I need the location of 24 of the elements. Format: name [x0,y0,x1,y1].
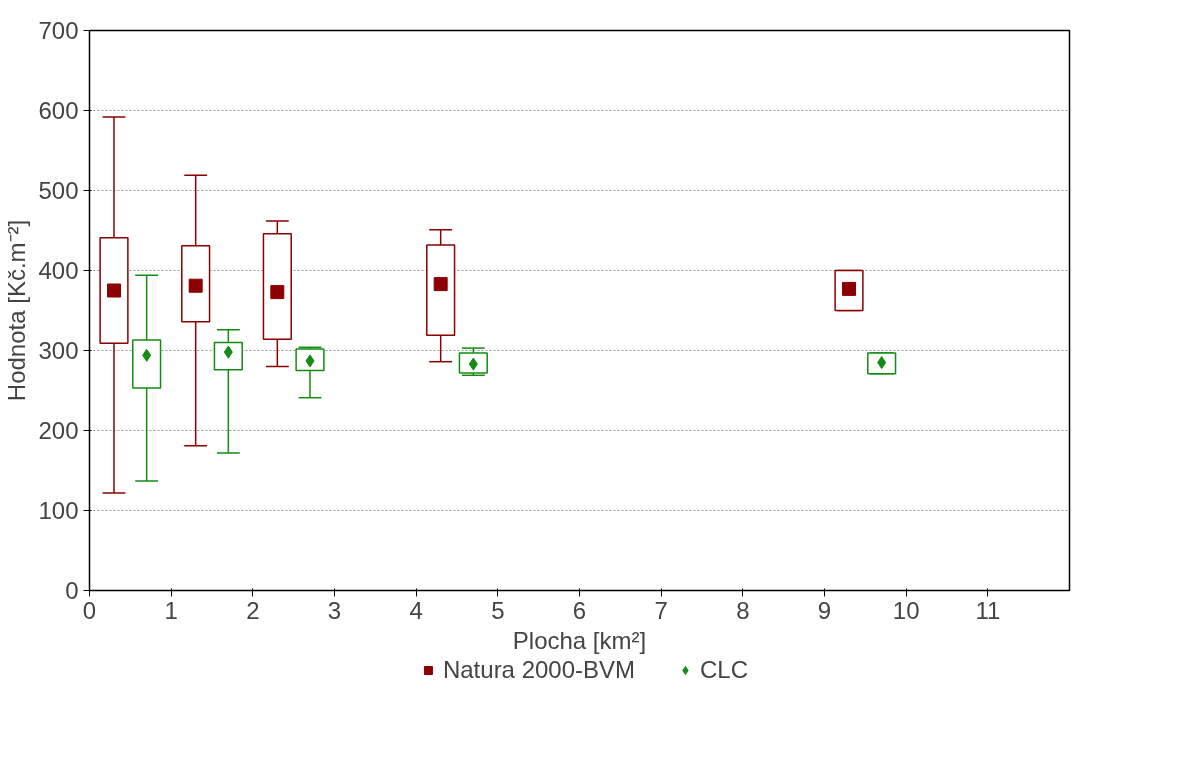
y-tick-label: 200 [38,417,79,444]
x-tick-label: 11 [975,596,1001,624]
y-tick-label: 500 [38,177,79,204]
x-tick-label: 0 [82,596,97,624]
x-tick-label: 4 [409,596,423,624]
x-tick-label: 10 [892,596,920,624]
y-tick-label: 700 [38,17,79,44]
x-tick-label: 2 [246,596,260,624]
x-tick-label: 6 [572,596,587,624]
x-tick-label: 5 [491,596,505,624]
y-tick-label: 300 [38,337,79,364]
x-tick-label: 8 [736,596,750,624]
y-axis-title: Hodnota [Kč.m⁻²] [3,219,31,402]
legend-label: Natura 2000-BVM [442,656,636,684]
y-tick-label: 400 [38,257,79,284]
y-tick-label: 600 [38,97,79,124]
x-tick-label: 9 [817,596,832,624]
legend-label: CLC [700,656,749,684]
x-tick-label: 3 [327,596,342,624]
y-tick-label: 100 [38,497,79,524]
x-tick-label: 7 [654,596,668,624]
y-tick-label: 0 [65,577,79,604]
x-axis-title: Plocha [km²] [512,626,647,654]
x-tick-label: 1 [164,596,178,624]
